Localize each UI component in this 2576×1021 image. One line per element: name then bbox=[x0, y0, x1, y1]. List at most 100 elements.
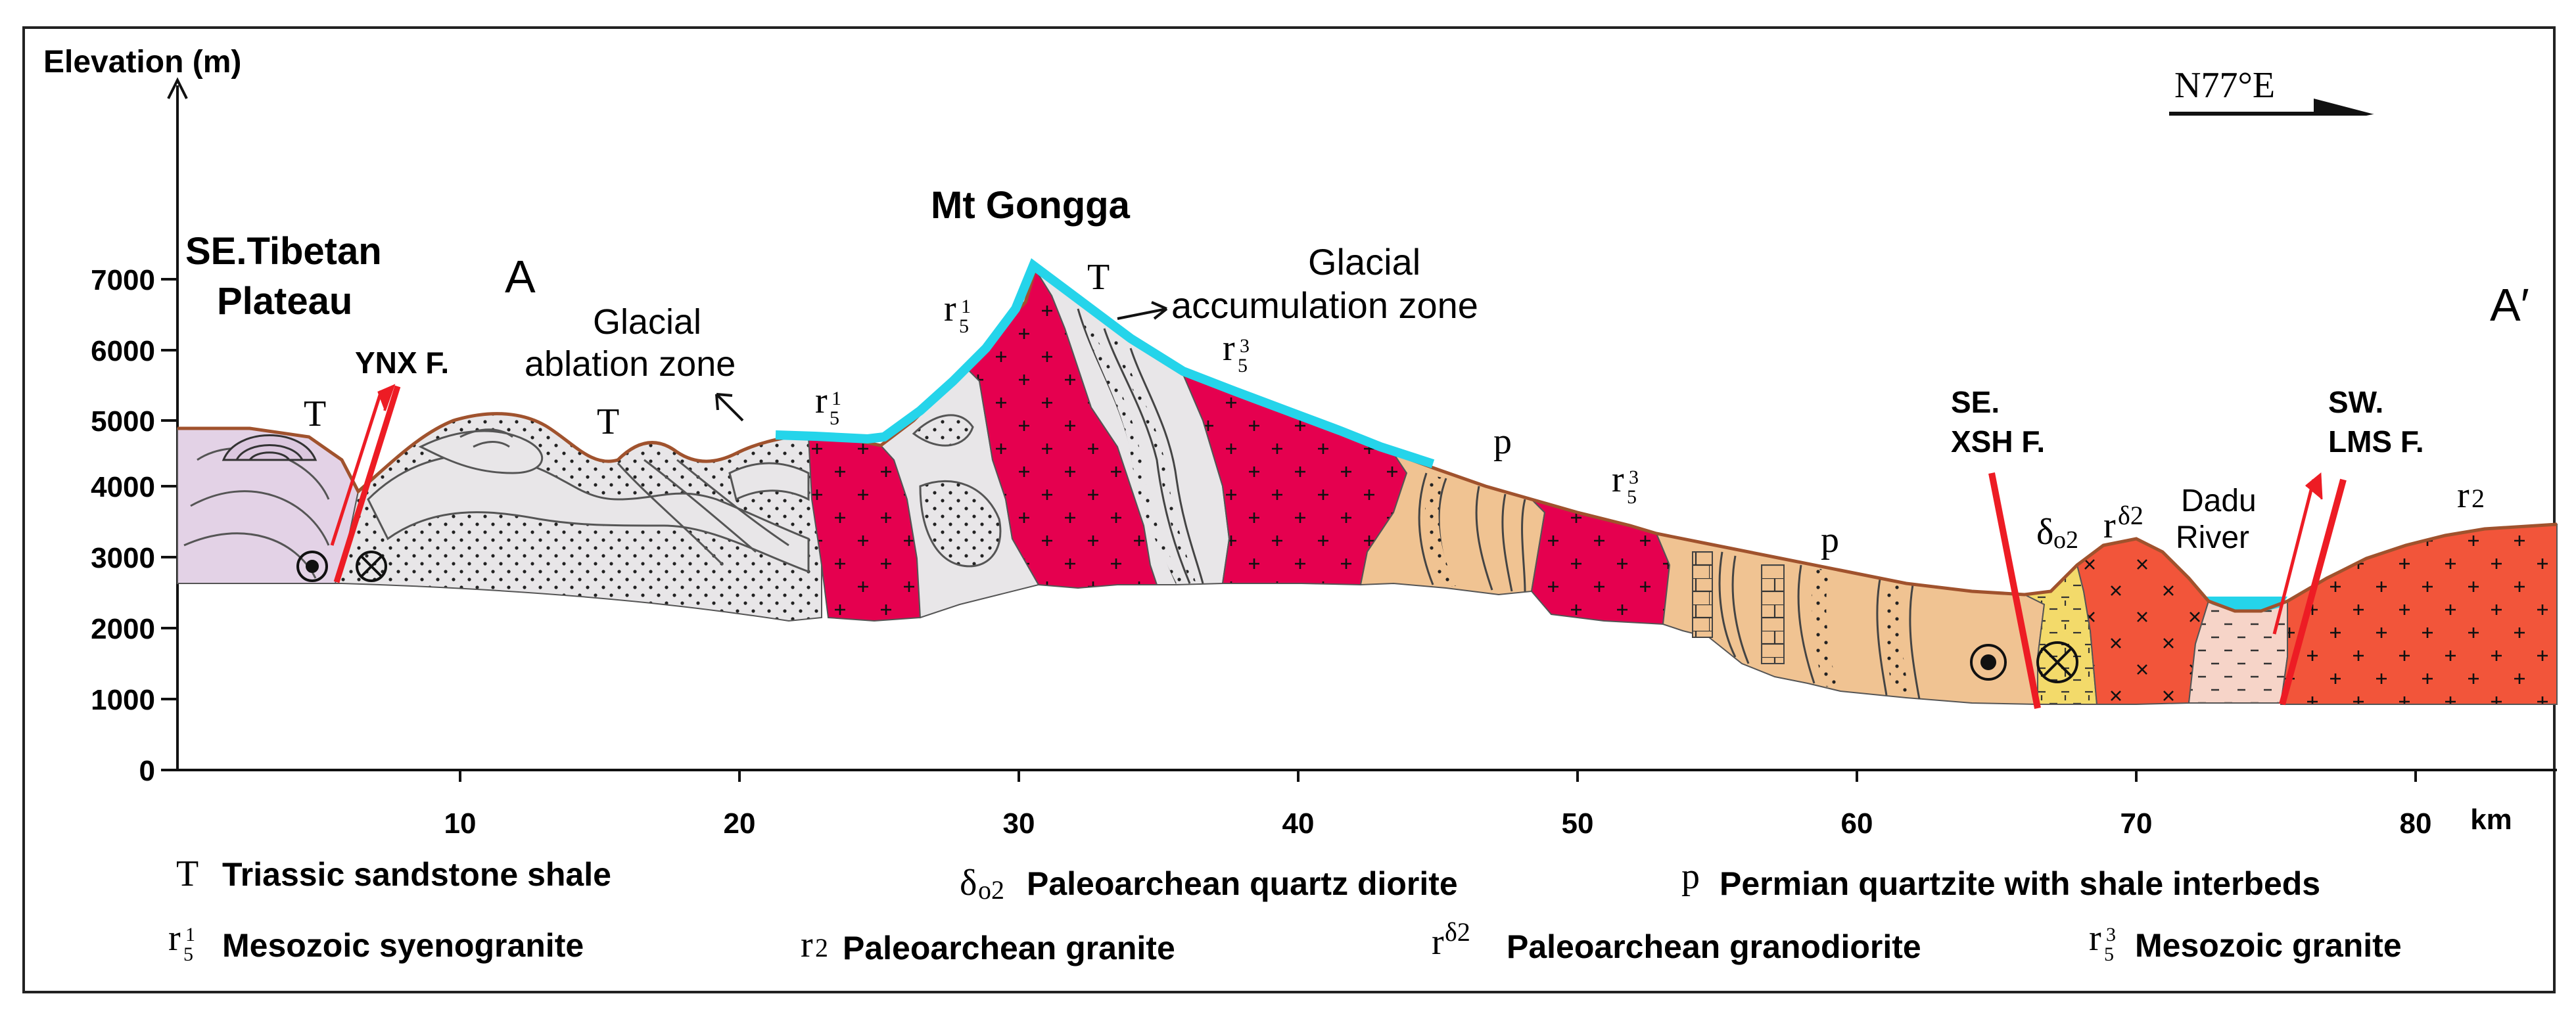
y-tick-4000: 4000 bbox=[91, 471, 155, 503]
svg-text:Paleoarchean granite: Paleoarchean granite bbox=[843, 930, 1175, 966]
accumulation-arrow bbox=[1117, 301, 1168, 320]
svg-text:r: r bbox=[1432, 922, 1444, 963]
y-tick-7000: 7000 bbox=[91, 264, 155, 296]
unit-label-r53-a: r 3 5 bbox=[1223, 328, 1250, 376]
unit-label-r51-b: r 1 5 bbox=[944, 288, 971, 337]
river-label-2: River bbox=[2176, 520, 2249, 555]
y-axis-arrow bbox=[167, 77, 188, 99]
svg-text:1: 1 bbox=[831, 388, 841, 409]
svg-text:Mesozoic granite: Mesozoic granite bbox=[2135, 927, 2402, 964]
legend-item-triassic: T Triassic sandstone shale bbox=[176, 853, 611, 894]
unit-label-p-2: p bbox=[1821, 520, 1839, 560]
accumulation-label-1: Glacial bbox=[1308, 241, 1420, 283]
peak-label: Mt Gongga bbox=[931, 184, 1131, 227]
glacier-cover bbox=[775, 258, 1435, 468]
svg-text:5: 5 bbox=[183, 943, 193, 965]
svg-text:Triassic sandstone shale: Triassic sandstone shale bbox=[222, 856, 611, 893]
svg-text:r: r bbox=[815, 380, 828, 421]
legend-item-granite-r53: r 3 5 Mesozoic granite bbox=[2089, 918, 2402, 965]
unit-label-r2: r 2 bbox=[2457, 475, 2485, 516]
y-tick-0: 0 bbox=[139, 755, 155, 787]
motion-out-ynx bbox=[296, 551, 328, 582]
zone-labels: Glacial ablation zone Glacial accumulati… bbox=[525, 241, 1478, 422]
unit-label-delta-o2: δ o2 bbox=[2036, 512, 2078, 554]
svg-text:o2: o2 bbox=[2053, 526, 2078, 554]
svg-text:δ: δ bbox=[960, 863, 977, 903]
svg-text:r: r bbox=[168, 918, 181, 959]
cross-section-body bbox=[177, 258, 2558, 709]
unit-label-T-3: T bbox=[1087, 257, 1110, 298]
svg-text:3: 3 bbox=[1629, 466, 1639, 488]
svg-text:r: r bbox=[2089, 918, 2101, 959]
svg-text:r: r bbox=[2103, 505, 2116, 546]
fault-xsh bbox=[1988, 472, 2041, 709]
unit-label-p-1: p bbox=[1493, 421, 1512, 462]
svg-text:p: p bbox=[1681, 856, 1700, 897]
x-axis-ticks: 10 20 30 40 50 60 70 80 km bbox=[444, 770, 2512, 840]
fault-label-xsh-2: XSH F. bbox=[1951, 424, 2045, 459]
svg-text:5: 5 bbox=[830, 407, 839, 429]
svg-text:r: r bbox=[1612, 459, 1624, 500]
svg-text:Paleoarchean granodiorite: Paleoarchean granodiorite bbox=[1507, 928, 1921, 965]
unit-label-r53-b: r 3 5 bbox=[1612, 459, 1639, 508]
plateau-label-2: Plateau bbox=[217, 280, 352, 323]
x-tick-80: 80 bbox=[2400, 807, 2432, 840]
svg-text:3: 3 bbox=[2106, 924, 2116, 945]
y-tick-6000: 6000 bbox=[91, 335, 155, 367]
unit-label-T-1: T bbox=[304, 394, 326, 434]
svg-text:Permian quartzite with shale i: Permian quartzite with shale interbeds bbox=[1720, 865, 2320, 902]
svg-text:T: T bbox=[176, 853, 199, 894]
compass-label: N77°E bbox=[2174, 65, 2275, 106]
unit-labels: T T T p p r 1 5 r 1 5 r 3 5 r 3 5 δ o2 bbox=[304, 257, 2485, 560]
x-tick-40: 40 bbox=[1282, 807, 1315, 840]
north-arrow: N77°E bbox=[2169, 65, 2374, 116]
y-axis-ticks: 0 1000 2000 3000 4000 5000 6000 7000 bbox=[91, 264, 177, 787]
accumulation-label-2: accumulation zone bbox=[1171, 284, 1478, 326]
fault-label-lms-2: LMS F. bbox=[2328, 424, 2424, 459]
legend-item-granite-r2: r 2 Paleoarchean granite bbox=[801, 924, 1175, 966]
x-tick-50: 50 bbox=[1562, 807, 1594, 840]
legend-item-granodiorite: r δ2 Paleoarchean granodiorite bbox=[1432, 917, 1921, 965]
svg-text:2: 2 bbox=[815, 933, 828, 963]
unit-label-r51-a: r 1 5 bbox=[815, 380, 841, 429]
motion-out-xsh bbox=[1970, 644, 2007, 681]
place-labels: SE.Tibetan Plateau Mt Gongga Dadu River … bbox=[185, 184, 2529, 555]
x-tick-20: 20 bbox=[724, 807, 756, 840]
y-tick-2000: 2000 bbox=[91, 613, 155, 645]
ablation-label-2: ablation zone bbox=[525, 344, 736, 384]
svg-text:5: 5 bbox=[959, 315, 969, 337]
svg-text:1: 1 bbox=[185, 924, 195, 945]
unit-label-T-2: T bbox=[597, 401, 619, 442]
fault-lms bbox=[2272, 472, 2347, 706]
svg-text:1: 1 bbox=[961, 296, 971, 317]
section-start-label: A bbox=[505, 251, 536, 302]
svg-text:δ: δ bbox=[2036, 512, 2053, 553]
svg-text:r: r bbox=[2457, 475, 2470, 516]
svg-text:Mesozoic syenogranite: Mesozoic syenogranite bbox=[222, 927, 584, 964]
motion-in-xsh bbox=[2036, 641, 2078, 683]
legend-item-diorite: δ o2 Paleoarchean quartz diorite bbox=[960, 863, 1458, 905]
x-tick-60: 60 bbox=[1841, 807, 1873, 840]
ablation-label-1: Glacial bbox=[593, 302, 701, 342]
y-tick-1000: 1000 bbox=[91, 684, 155, 716]
fault-label-lms-1: SW. bbox=[2328, 385, 2383, 419]
legend-item-syenogranite: r 1 5 Mesozoic syenogranite bbox=[168, 918, 584, 965]
svg-text:2: 2 bbox=[2471, 484, 2485, 513]
legend: T Triassic sandstone shale δ o2 Paleoarc… bbox=[168, 853, 2402, 966]
svg-text:5: 5 bbox=[1238, 355, 1248, 376]
section-end-label: A′ bbox=[2490, 279, 2529, 330]
plateau-label-1: SE.Tibetan bbox=[185, 230, 382, 273]
legend-item-permian: p Permian quartzite with shale interbeds bbox=[1681, 856, 2320, 902]
y-tick-5000: 5000 bbox=[91, 405, 155, 438]
fault-motion-symbols bbox=[296, 551, 2078, 683]
fault-label-xsh-1: SE. bbox=[1951, 385, 2000, 419]
x-tick-30: 30 bbox=[1003, 807, 1035, 840]
motion-in-ynx bbox=[356, 551, 387, 582]
svg-text:5: 5 bbox=[1627, 486, 1637, 508]
svg-text:r: r bbox=[1223, 328, 1235, 369]
topographic-surface bbox=[177, 266, 2558, 613]
fault-ynx bbox=[330, 384, 401, 583]
svg-text:δ2: δ2 bbox=[2118, 501, 2143, 530]
unit-granodiorite bbox=[2076, 537, 2210, 705]
